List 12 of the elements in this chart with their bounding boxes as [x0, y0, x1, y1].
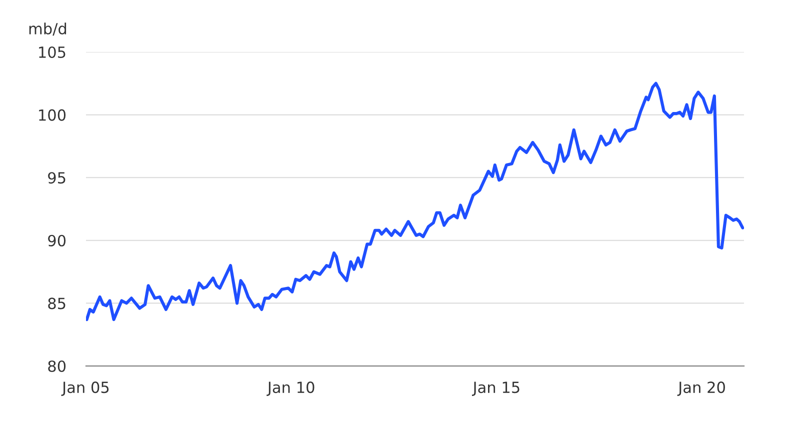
y-tick-label: 105	[39, 46, 66, 58]
x-tick-label: Jan 10	[266, 382, 314, 396]
line-series	[86, 82, 744, 322]
y-tick-label: 90	[48, 234, 66, 246]
y-tick-label: 85	[48, 298, 66, 310]
y-tick-label: 80	[48, 360, 66, 372]
y-tick-label: 95	[48, 172, 66, 184]
y-tick-label: 100	[39, 109, 66, 121]
y-axis-title: mb/d	[29, 22, 66, 36]
x-tick-label: Jan 20	[677, 382, 725, 396]
x-tick-label: Jan 15	[472, 382, 520, 396]
x-tick-label: Jan 05	[61, 382, 109, 396]
